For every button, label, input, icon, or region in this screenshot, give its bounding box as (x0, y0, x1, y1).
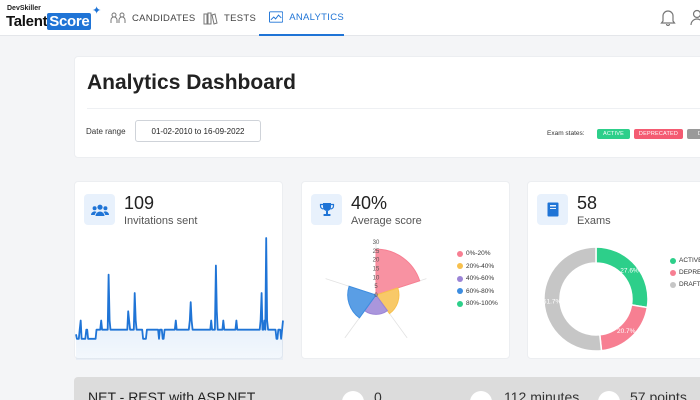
header-divider (87, 108, 700, 109)
date-range-input[interactable]: 01-02-2010 to 16-09-2022 (135, 120, 261, 142)
exams-label: Exams (577, 215, 611, 227)
legend-dot (670, 281, 676, 288)
logo-text: Talent Score (6, 13, 92, 30)
legend-dot (457, 263, 463, 269)
doughnut-slice-draft (543, 246, 603, 352)
polar-tick-label: 25 (373, 249, 380, 255)
exams-legend-item[interactable]: ACTIVE (670, 257, 700, 264)
bell-icon[interactable] (660, 9, 676, 26)
exams-doughnut-chart: 27.6% 20.7% 51.7% (543, 246, 649, 352)
clock-icon (470, 391, 492, 400)
state-badge-active[interactable]: ACTIVE (597, 129, 630, 139)
invitations-icon-box (84, 194, 115, 225)
polar-sector-3 (347, 285, 377, 319)
polar-sector-1 (375, 287, 400, 315)
user-icon[interactable] (690, 9, 700, 26)
legend-dot (457, 288, 463, 294)
test-row[interactable]: NET - REST with ASP.NET 0 112 minutes 57… (74, 377, 700, 400)
exams-value: 58 (577, 193, 598, 213)
polar-sector-0 (375, 248, 421, 296)
score-legend-item[interactable]: 80%-100% (457, 300, 498, 307)
legend-dot (457, 300, 463, 307)
state-badge-deprecated[interactable]: DEPRECATED (634, 129, 683, 139)
score-icon-box (311, 194, 342, 225)
legend-label: 20%-40% (466, 262, 495, 270)
invitations-label: Invitations sent (124, 215, 198, 227)
logo-score: Score (47, 13, 92, 30)
legend-dot (670, 269, 676, 276)
nav-tests-label: TESTS (224, 12, 257, 24)
exam-states-label: Exam states: (547, 130, 585, 137)
exams-legend-item[interactable]: DRAFT (670, 281, 700, 288)
legend-label: 0%-20% (466, 250, 491, 257)
logo-small-text: DevSkiller (7, 5, 41, 12)
date-range-label: Date range (86, 127, 126, 136)
sparkle-icon: ✦ (92, 5, 102, 17)
exams-card: 58 Exams 27.6% 20.7% 51.7% ACTIVE DEPRECATE… (527, 181, 700, 359)
polar-tick-label: 15 (373, 267, 380, 273)
polar-tick-label: 0 (374, 293, 378, 299)
legend-label: 40%-60% (466, 275, 495, 282)
test-duration: 112 minutes (504, 389, 580, 400)
doughnut-label: 20.7% (617, 328, 636, 335)
polar-tick-label: 5 (374, 284, 378, 290)
invitations-line (75, 237, 284, 340)
invitations-value: 109 (124, 193, 155, 213)
score-legend-item[interactable]: 20%-40% (457, 263, 494, 270)
test-points: 57 points (630, 389, 687, 400)
nav-candidates-label: CANDIDATES (132, 12, 196, 24)
average-score-card: 40% Average score 30 25 20 15 10 5 0 0%-20% 20%… (301, 181, 510, 359)
count-icon (342, 391, 364, 400)
test-title: NET - REST with ASP.NET (88, 389, 256, 400)
score-legend-item[interactable]: 40%-60% (457, 275, 494, 282)
invitations-card: 109 Invitations sent (74, 181, 284, 360)
score-legend-item[interactable]: 0%-20% (457, 250, 491, 257)
legend-label: ACTIVE (679, 257, 700, 264)
top-navigation: DevSkiller Talent Score ✦ CANDIDATES TEST… (0, 0, 700, 36)
polar-tick-label: 10 (373, 275, 380, 281)
points-icon (598, 391, 620, 400)
polar-tick-label: 30 (373, 240, 380, 246)
nav-analytics[interactable]: ANALYTICS (259, 0, 344, 36)
group-icon (90, 204, 109, 216)
logo[interactable]: DevSkiller Talent Score ✦ (6, 4, 102, 32)
trophy-icon (319, 203, 334, 216)
polar-tick-label: 20 (373, 258, 380, 264)
legend-label: 80%-100% (466, 300, 498, 307)
doughnut-label: 27.6% (620, 268, 639, 275)
doughnut-label: 51.7% (543, 298, 562, 305)
logo-talent: Talent (6, 13, 48, 30)
invitations-area (76, 238, 283, 360)
nav-candidates[interactable]: CANDIDATES (110, 0, 196, 36)
score-polar-chart: 30 25 20 15 10 5 0 (325, 240, 427, 339)
legend-label: DRAFT (679, 281, 700, 288)
invitations-line-chart (75, 237, 284, 360)
legend-dot (670, 257, 676, 264)
page-title: Analytics Dashboard (87, 71, 296, 94)
legend-label: DEPRECATED (679, 269, 700, 276)
books-icon (203, 12, 218, 25)
exams-legend-item[interactable]: DEPRECATED (670, 269, 700, 276)
score-value: 40% (351, 193, 388, 213)
exams-icon-box (537, 194, 568, 225)
dashboard-header-card: Analytics Dashboard Date range 01-02-201… (74, 56, 700, 158)
doughnut-slice-active (595, 246, 649, 309)
legend-dot (457, 250, 463, 257)
book-icon (547, 202, 558, 217)
score-label: Average score (351, 215, 422, 227)
people-icon (110, 12, 126, 23)
state-badge-draft[interactable]: DR (687, 129, 700, 139)
score-legend-item[interactable]: 60%-80% (457, 288, 494, 295)
nav-tests[interactable]: TESTS (203, 0, 256, 36)
chart-icon (269, 11, 284, 23)
legend-label: 60%-80% (466, 287, 495, 295)
legend-dot (457, 275, 463, 282)
test-count: 0 (374, 389, 382, 400)
nav-analytics-label: ANALYTICS (289, 11, 344, 23)
